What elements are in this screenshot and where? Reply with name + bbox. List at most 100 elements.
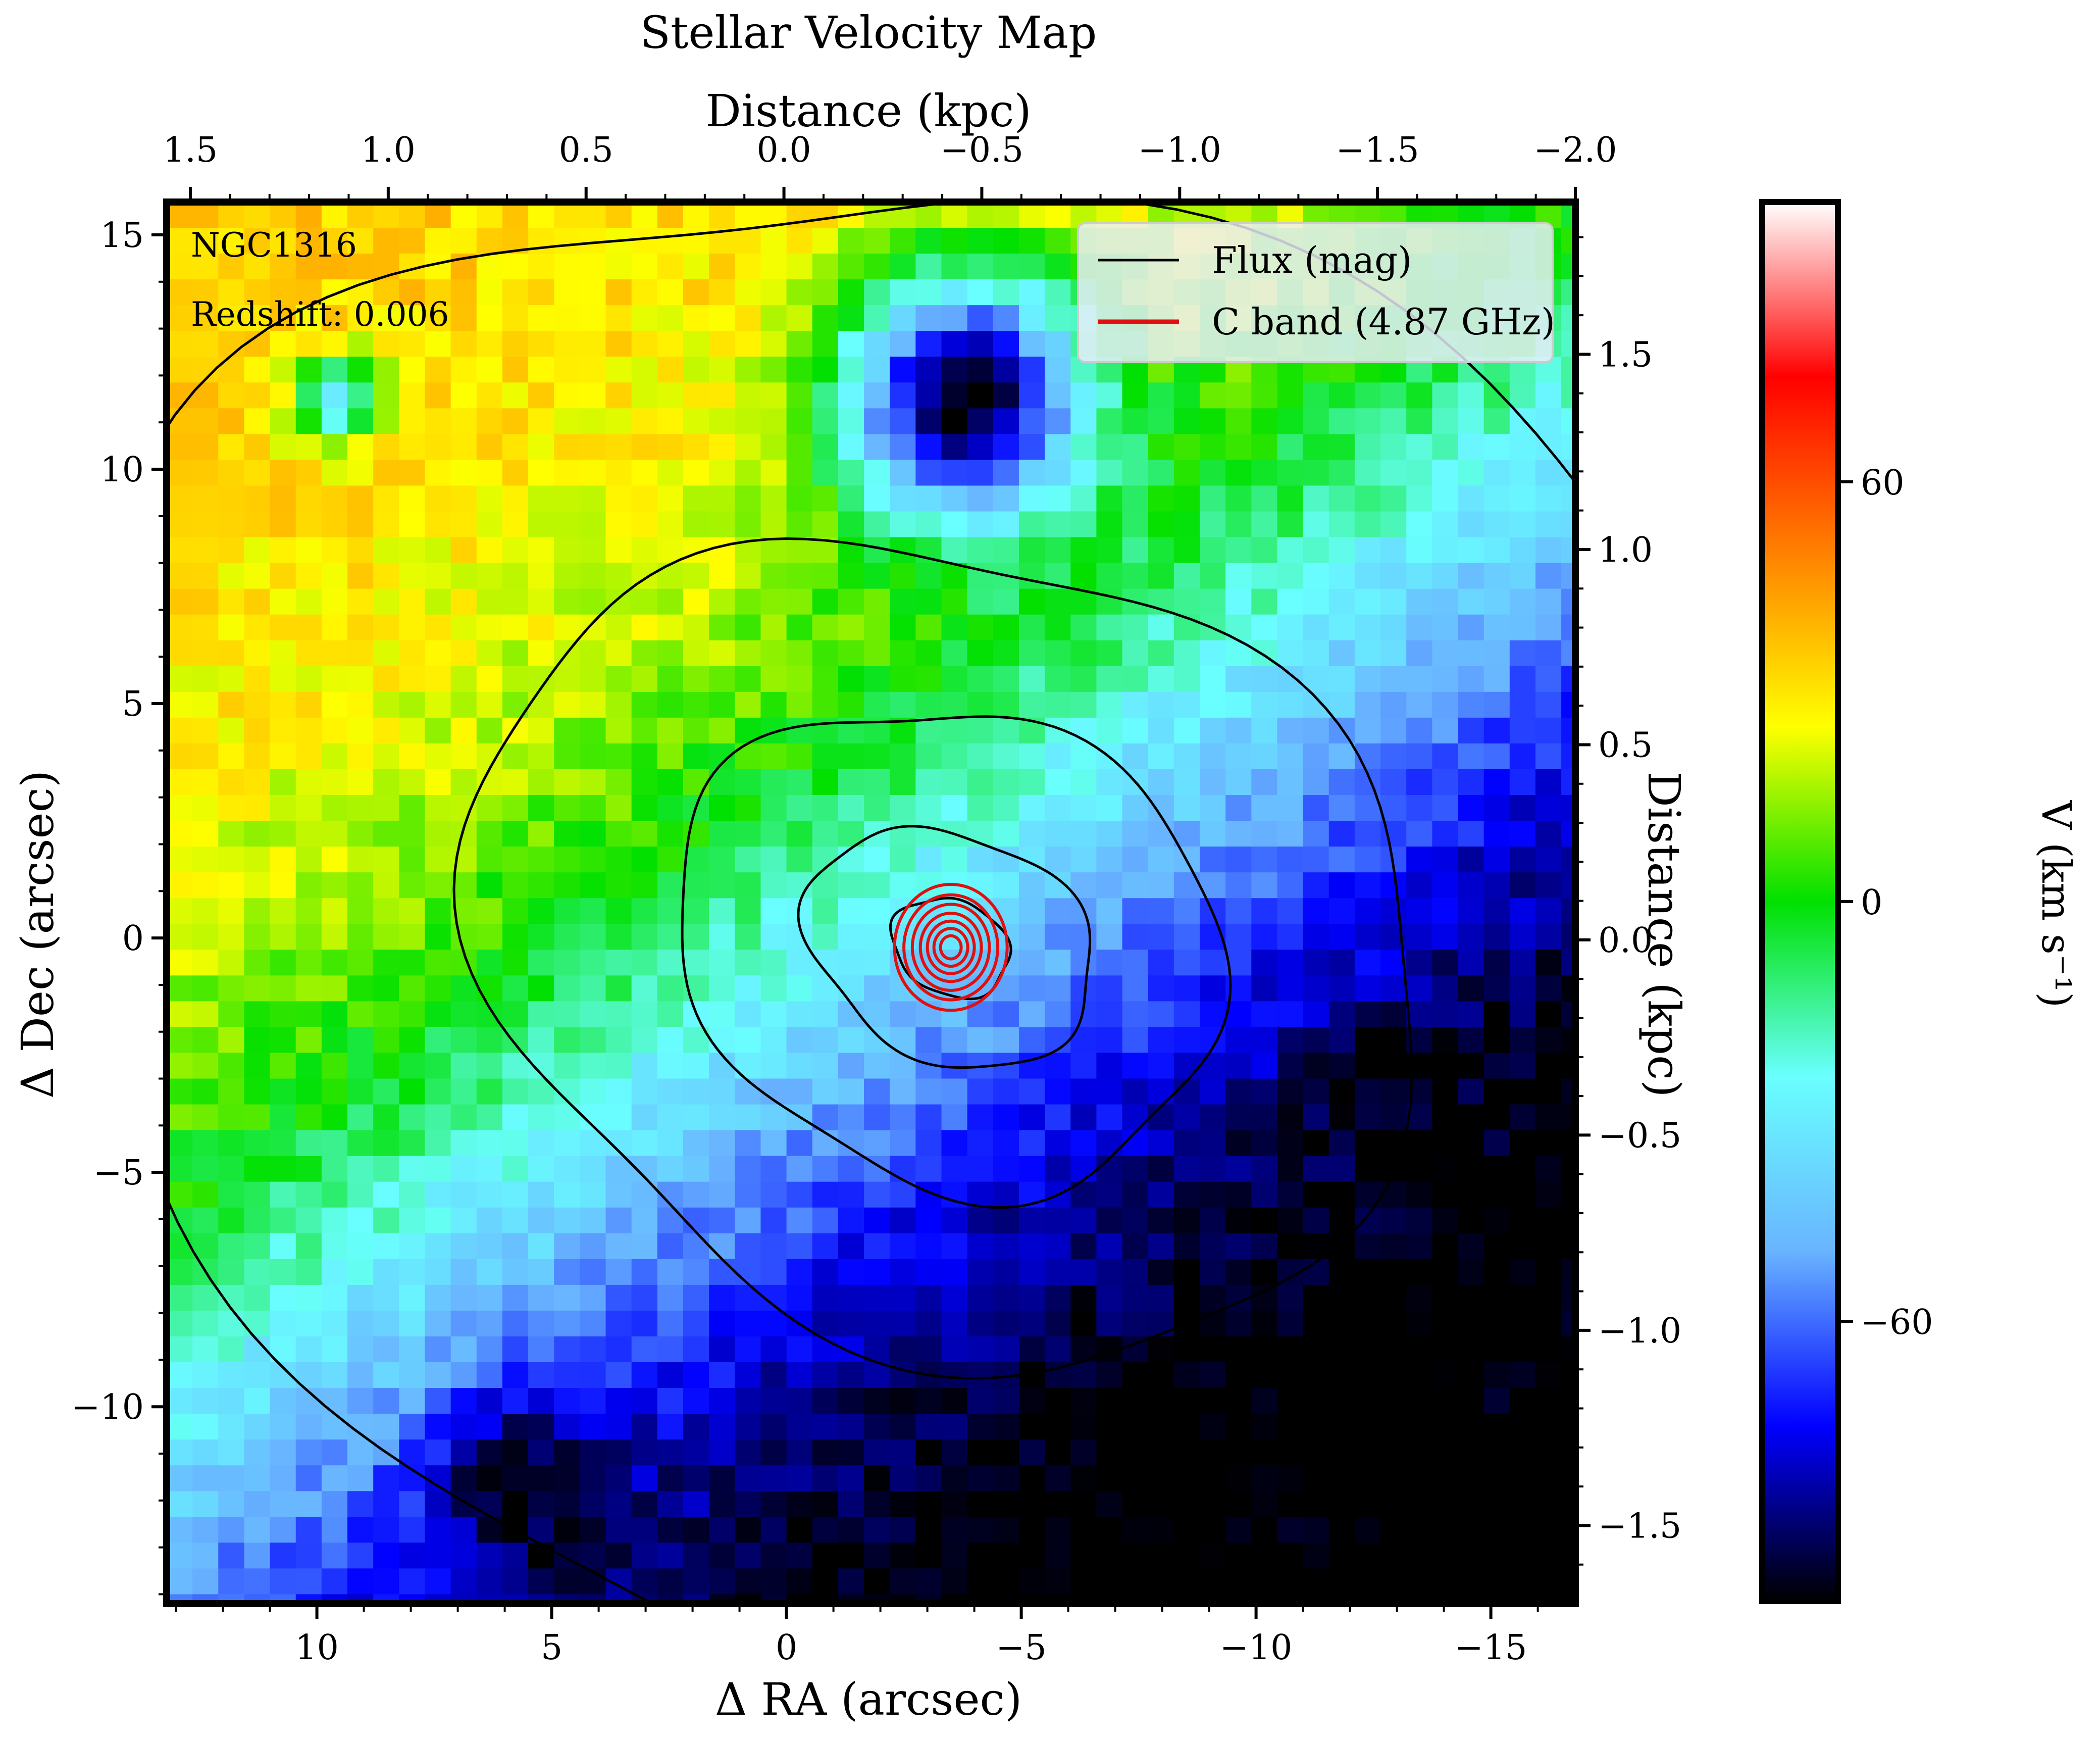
velocity-bin [838,357,865,383]
velocity-bin [760,1336,787,1363]
velocity-bin [476,202,503,229]
velocity-bin [890,331,916,358]
velocity-bin [399,691,426,718]
velocity-bin [1483,1027,1510,1054]
velocity-bin [1432,898,1459,925]
velocity-bin [1354,1517,1381,1544]
velocity-bin [915,1130,942,1157]
velocity-bin [1173,1078,1200,1105]
velocity-bin [218,1259,245,1285]
velocity-bin [1173,640,1200,667]
velocity-bin [425,614,451,641]
velocity-bin [218,511,245,538]
velocity-bin [1483,821,1510,848]
velocity-bin [915,588,942,615]
velocity-bin [760,769,787,796]
velocity-bin [1354,485,1381,512]
velocity-bin [709,1104,736,1131]
velocity-bin [580,950,606,976]
velocity-bin [321,1156,348,1182]
velocity-bin [812,769,839,796]
velocity-bin [1225,743,1252,770]
velocity-bin [735,588,761,615]
velocity-bin [1458,872,1484,899]
velocity-bin [1070,1620,1097,1646]
velocity-bin [657,950,684,976]
velocity-bin [631,1207,658,1234]
velocity-bin [1148,872,1174,899]
velocity-bin [580,1465,606,1492]
velocity-bin [1432,1310,1459,1337]
velocity-bin [1380,1414,1407,1440]
velocity-bin [657,640,684,667]
velocity-bin [735,640,761,667]
velocity-bin [1225,460,1252,486]
velocity-bin [192,1156,219,1182]
velocity-bin [1277,1001,1304,1028]
velocity-bin [321,382,348,409]
velocity-bin [786,228,813,255]
velocity-bin [1277,1130,1304,1157]
velocity-bin [1277,1414,1304,1440]
velocity-bin [373,1078,400,1105]
velocity-bin [399,1388,426,1415]
velocity-bin [786,1542,813,1569]
velocity-bin [1509,1388,1536,1415]
velocity-bin [1122,1439,1149,1466]
velocity-bin [631,614,658,641]
velocity-bin [1018,1439,1046,1466]
velocity-bin [1328,1517,1355,1544]
tick-label: 10 [100,450,144,490]
velocity-bin [631,1439,658,1466]
velocity-bin [1018,1542,1046,1569]
velocity-bin [1354,1542,1381,1569]
velocity-bin [244,1594,271,1604]
velocity-bin [812,279,839,306]
velocity-bin [1587,434,1613,460]
velocity-bin [192,743,219,770]
velocity-bin [167,485,193,512]
velocity-bin [1458,1594,1484,1604]
velocity-bin [941,1414,968,1440]
velocity-bin [812,898,839,925]
velocity-bin [450,924,477,951]
velocity-bin [812,357,839,383]
velocity-bin [373,1620,399,1646]
velocity-bin [1483,950,1510,976]
velocity-bin [1173,537,1200,564]
velocity-bin [942,1620,968,1646]
velocity-bin [993,640,1019,667]
velocity-bin [760,563,787,589]
velocity-bin [244,666,271,692]
velocity-bin [580,1594,606,1604]
velocity-bin [580,563,606,589]
velocity-bin [993,588,1019,615]
velocity-bin [1535,537,1562,564]
velocity-bin [1277,614,1304,641]
velocity-bin [1509,1439,1536,1466]
colorbar [1759,199,1841,1604]
velocity-bin [425,924,451,951]
velocity-bin [554,743,581,770]
velocity-bin [502,588,529,615]
velocity-bin [1328,666,1355,692]
velocity-bin [502,1568,529,1595]
velocity-bin [786,1233,813,1260]
velocity-bin [244,1053,271,1079]
velocity-bin [1277,1594,1304,1604]
velocity-bin [709,1156,736,1182]
velocity-bin [1509,1465,1536,1492]
velocity-bin [993,1284,1019,1311]
velocity-bin [1535,1053,1562,1079]
velocity-bin [838,666,865,692]
velocity-bin [1406,1207,1433,1234]
velocity-bin [657,743,684,770]
velocity-bin [657,254,684,280]
velocity-bin [1483,563,1510,589]
velocity-bin [760,460,787,486]
velocity-bin [1587,1465,1613,1491]
velocity-bin [1587,1182,1613,1208]
velocity-bin [450,331,477,358]
velocity-bin [321,1181,348,1208]
velocity-bin [476,228,503,255]
